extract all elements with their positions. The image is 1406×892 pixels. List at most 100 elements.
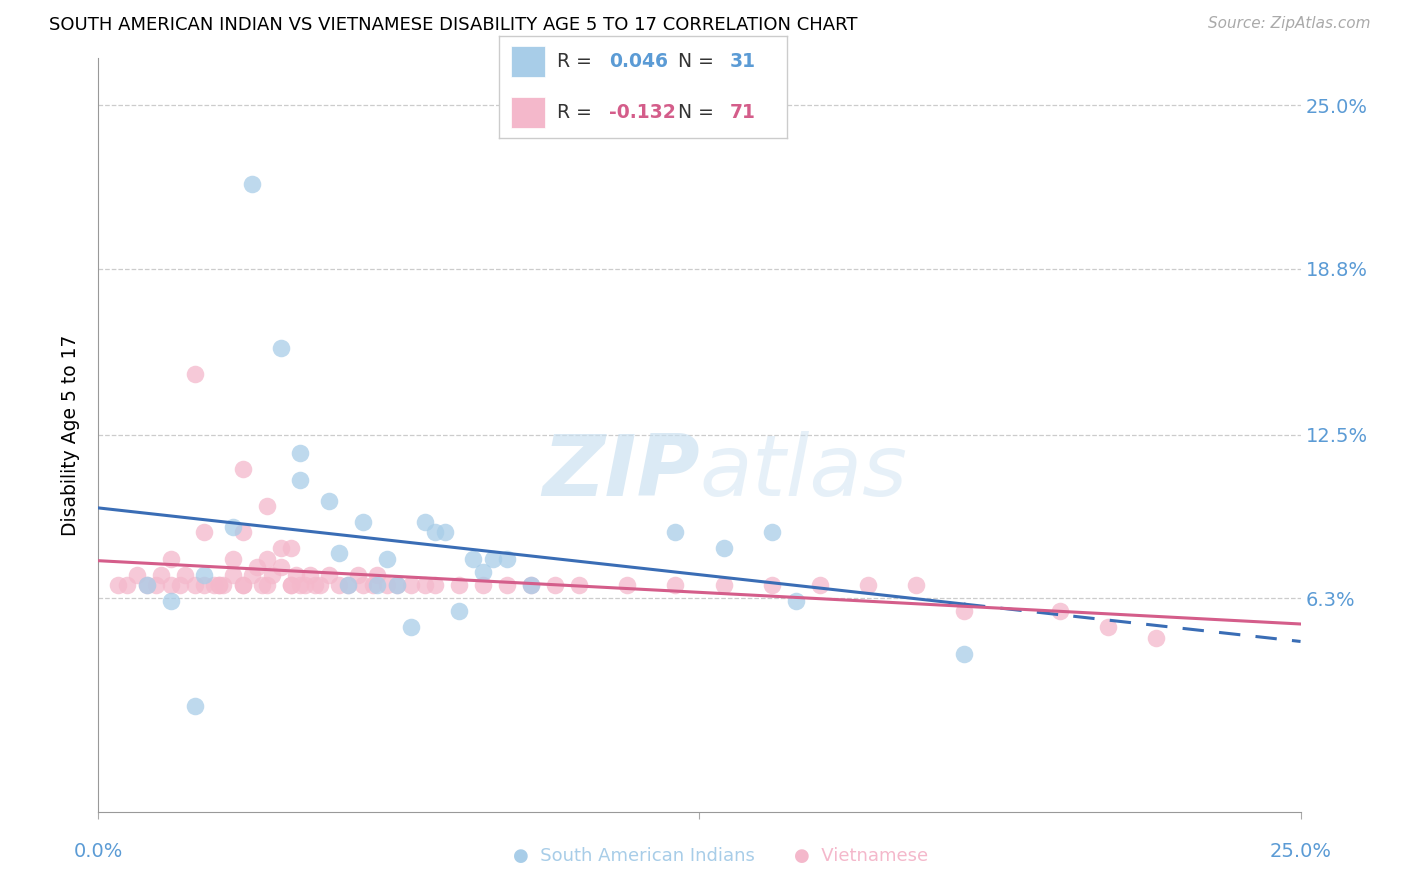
Point <box>352 515 374 529</box>
Text: N =: N = <box>678 103 720 122</box>
Point <box>337 578 360 592</box>
Point <box>256 499 278 513</box>
Point <box>250 578 273 592</box>
Point <box>212 578 235 592</box>
Point <box>375 551 398 566</box>
Text: ●  Vietnamese: ● Vietnamese <box>794 847 928 865</box>
Point <box>149 567 172 582</box>
Text: -0.132: -0.132 <box>609 103 675 122</box>
Point <box>1144 631 1167 645</box>
Point <box>183 578 205 592</box>
Point <box>347 567 370 582</box>
Point <box>953 604 976 618</box>
Text: 25.0%: 25.0% <box>1270 842 1331 862</box>
Point <box>713 541 735 556</box>
Point <box>270 341 292 355</box>
Point <box>472 565 495 579</box>
Point <box>1049 604 1071 618</box>
Point <box>361 578 384 592</box>
Point <box>433 525 456 540</box>
Text: N =: N = <box>678 52 720 70</box>
Point <box>366 578 388 592</box>
Point <box>713 578 735 592</box>
Point <box>232 578 254 592</box>
Point <box>222 551 245 566</box>
Point <box>337 578 360 592</box>
Point <box>280 578 302 592</box>
Point <box>135 578 157 592</box>
Text: 71: 71 <box>730 103 755 122</box>
Text: Source: ZipAtlas.com: Source: ZipAtlas.com <box>1208 16 1371 31</box>
Point <box>117 578 139 592</box>
Point <box>193 578 215 592</box>
Point <box>193 567 215 582</box>
Text: 0.0%: 0.0% <box>73 842 124 862</box>
Point <box>174 567 197 582</box>
Point <box>232 462 254 476</box>
Point <box>159 551 181 566</box>
Point <box>904 578 927 592</box>
Point <box>415 578 437 592</box>
FancyBboxPatch shape <box>510 46 546 77</box>
Point <box>183 699 205 714</box>
Point <box>520 578 543 592</box>
FancyBboxPatch shape <box>510 97 546 128</box>
Point <box>240 567 263 582</box>
Y-axis label: Disability Age 5 to 17: Disability Age 5 to 17 <box>60 334 80 535</box>
Point <box>222 567 245 582</box>
Point <box>159 578 181 592</box>
Point <box>256 551 278 566</box>
Point <box>785 594 807 608</box>
Point <box>385 578 408 592</box>
Point <box>664 525 686 540</box>
Point <box>447 604 470 618</box>
Point <box>856 578 879 592</box>
Point <box>544 578 567 592</box>
Point <box>256 578 278 592</box>
Point <box>284 567 307 582</box>
Text: SOUTH AMERICAN INDIAN VS VIETNAMESE DISABILITY AGE 5 TO 17 CORRELATION CHART: SOUTH AMERICAN INDIAN VS VIETNAMESE DISA… <box>49 16 858 34</box>
Point <box>415 515 437 529</box>
Point <box>280 541 302 556</box>
Text: atlas: atlas <box>700 431 907 514</box>
Point <box>423 525 446 540</box>
Point <box>352 578 374 592</box>
Point <box>135 578 157 592</box>
Point <box>385 578 408 592</box>
Point <box>423 578 446 592</box>
Text: ZIP: ZIP <box>541 431 700 514</box>
Point <box>366 567 388 582</box>
Point <box>481 551 503 566</box>
Point <box>290 446 312 460</box>
Point <box>107 578 129 592</box>
Point <box>280 578 302 592</box>
Point <box>145 578 167 592</box>
Point <box>222 520 245 534</box>
Point <box>399 578 422 592</box>
Text: ●  South American Indians: ● South American Indians <box>513 847 755 865</box>
Point <box>294 578 316 592</box>
Point <box>290 473 312 487</box>
Point <box>183 368 205 382</box>
Point <box>447 578 470 592</box>
Point <box>761 578 783 592</box>
Point <box>472 578 495 592</box>
Point <box>568 578 591 592</box>
Point <box>328 546 350 560</box>
Point <box>520 578 543 592</box>
Point <box>240 178 263 192</box>
Point <box>375 578 398 592</box>
Point <box>761 525 783 540</box>
Point <box>232 525 254 540</box>
Text: 0.046: 0.046 <box>609 52 668 70</box>
Point <box>290 578 312 592</box>
Text: R =: R = <box>557 103 598 122</box>
Point <box>463 551 485 566</box>
Text: R =: R = <box>557 52 598 70</box>
Point <box>399 620 422 634</box>
Point <box>125 567 148 582</box>
Point <box>232 578 254 592</box>
Point <box>260 567 283 582</box>
Point <box>664 578 686 592</box>
Text: 31: 31 <box>730 52 755 70</box>
